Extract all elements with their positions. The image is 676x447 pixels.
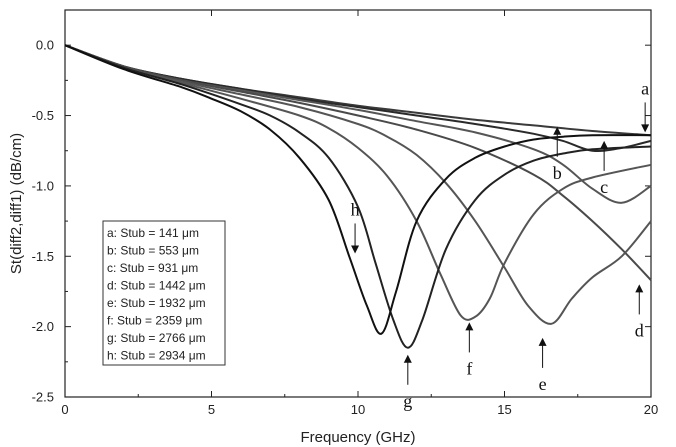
legend-entry-a: a: Stub = 141 μm bbox=[107, 226, 199, 240]
annotation-label-e: e bbox=[539, 374, 547, 394]
annotation-label-g: g bbox=[403, 391, 412, 411]
y-tick-label: -1.5 bbox=[32, 249, 54, 264]
annotation-arrowhead-g bbox=[403, 354, 412, 363]
curve-annotations: a b c d e f g h bbox=[351, 78, 650, 411]
series-line-h bbox=[64, 44, 652, 335]
y-tick-label: -2.0 bbox=[32, 319, 54, 334]
y-axis-title: St(diff2,diff1) (dB/cm) bbox=[8, 133, 25, 274]
annotation-label-a: a bbox=[641, 78, 649, 98]
y-axis: 0.0 -0.5 -1.0 -1.5 -2.0 -2.5 bbox=[32, 38, 651, 405]
legend-entry-c: c: Stub = 931 μm bbox=[107, 261, 198, 275]
annotation-arrowhead-h bbox=[351, 245, 360, 254]
annotation-label-h: h bbox=[351, 199, 360, 219]
annotation-arrowhead-b bbox=[553, 126, 562, 135]
legend: a: Stub = 141 μm b: Stub = 553 μm c: Stub … bbox=[102, 220, 226, 366]
y-tick-label: -1.0 bbox=[32, 178, 54, 193]
x-tick-label: 20 bbox=[644, 402, 658, 417]
legend-entry-g: g: Stub = 2766 μm bbox=[107, 331, 206, 345]
x-axis: 0 5 10 15 20 bbox=[61, 10, 658, 417]
annotation-arrowhead-e bbox=[538, 337, 547, 346]
x-tick-label: 10 bbox=[351, 402, 365, 417]
series-line-b bbox=[64, 44, 652, 153]
y-tick-label: -2.5 bbox=[32, 390, 54, 405]
legend-box bbox=[102, 220, 226, 366]
x-tick-label: 0 bbox=[61, 402, 68, 417]
series-line-f bbox=[64, 44, 652, 321]
series-line-a bbox=[64, 44, 652, 137]
series-lines bbox=[64, 44, 652, 349]
series-line-d bbox=[64, 44, 652, 281]
annotation-arrowhead-f bbox=[465, 322, 474, 331]
annotation-arrowhead-d bbox=[635, 284, 644, 293]
annotation-label-b: b bbox=[553, 163, 562, 183]
annotation-arrowhead-a bbox=[641, 124, 650, 133]
annotation-arrowhead-c bbox=[600, 140, 609, 149]
annotation-label-f: f bbox=[466, 358, 472, 378]
legend-entry-e: e: Stub = 1932 μm bbox=[107, 296, 206, 310]
series-line-e bbox=[64, 44, 652, 325]
x-tick-label: 5 bbox=[208, 402, 215, 417]
legend-entry-b: b: Stub = 553 μm bbox=[107, 244, 199, 258]
y-tick-label: 0.0 bbox=[36, 38, 54, 53]
annotation-label-d: d bbox=[635, 320, 644, 340]
legend-entry-f: f: Stub = 2359 μm bbox=[107, 314, 202, 328]
y-tick-label: -0.5 bbox=[32, 108, 54, 123]
legend-entry-d: d: Stub = 1442 μm bbox=[107, 279, 206, 293]
series-line-g bbox=[64, 44, 652, 349]
legend-entry-h: h: Stub = 2934 μm bbox=[107, 349, 206, 363]
annotation-label-c: c bbox=[600, 177, 608, 197]
x-tick-label: 15 bbox=[497, 402, 511, 417]
x-axis-title: Frequency (GHz) bbox=[300, 429, 415, 446]
